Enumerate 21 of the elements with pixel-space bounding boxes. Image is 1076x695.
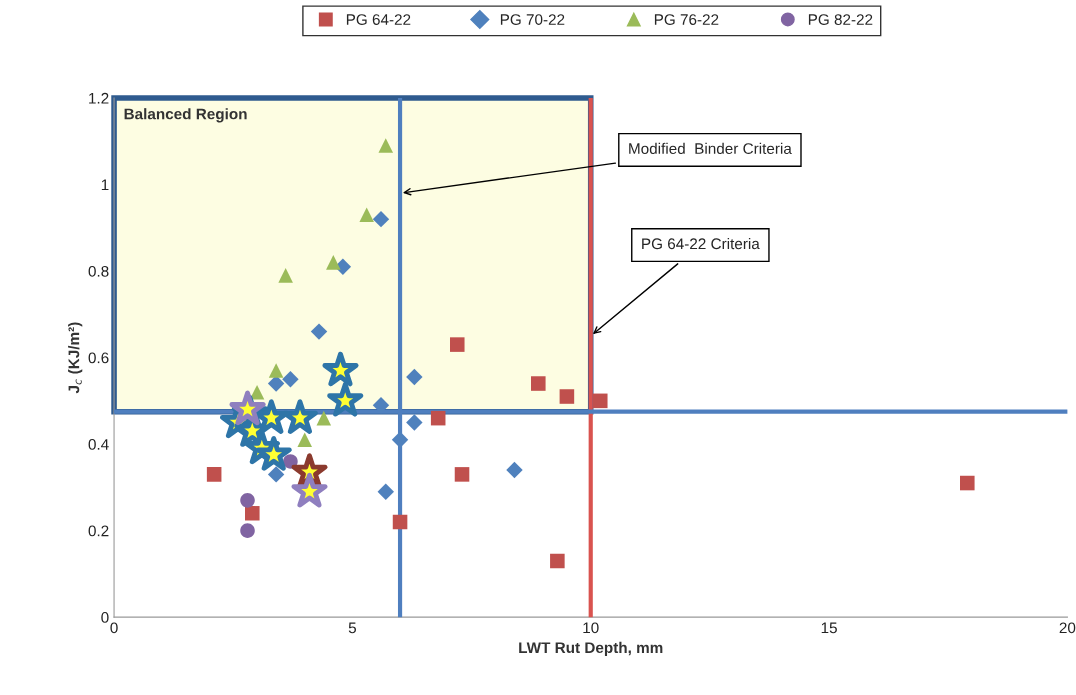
y-axis-title: J$_{c}$ (KJ/m²) (68, 322, 83, 394)
x-tick-label: 0 (110, 622, 118, 634)
x-tick-label: 10 (583, 622, 599, 634)
legend-label: PG 70-22 (500, 14, 565, 25)
y-tick-label: 0 (101, 612, 109, 623)
y-tick-label: 1.2 (89, 92, 109, 104)
x-tick-label: 15 (821, 622, 837, 634)
legend-label: PG 82-22 (808, 14, 873, 25)
x-axis-title: LWT Rut Depth, mm (519, 641, 663, 657)
x-tick-label: 5 (348, 622, 356, 634)
x-tick-label: 20 (1059, 622, 1076, 634)
legend-label: PG 76-22 (654, 14, 719, 25)
legend-label: PG 64-22 (346, 14, 411, 25)
y-tick-label: 0.6 (88, 352, 109, 364)
y-tick-label: 0.4 (88, 438, 109, 450)
y-tick-label: 0.8 (88, 265, 109, 277)
y-tick-label: 1 (101, 179, 109, 191)
annotation: PG 64-22 Criteria (642, 237, 760, 250)
band-label: Balanced Region (124, 108, 247, 123)
annotation: Modified Binder Criteria (629, 142, 792, 155)
y-tick-label: 0.2 (88, 525, 109, 537)
